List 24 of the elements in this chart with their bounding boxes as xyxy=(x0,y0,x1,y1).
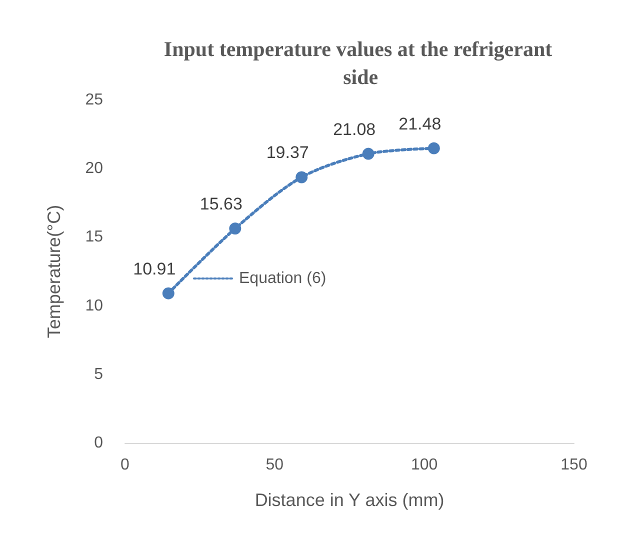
point xyxy=(296,171,308,184)
data-label: 15.63 xyxy=(200,194,242,214)
chart-title: Input temperature values at the refrigerant side xyxy=(164,37,552,89)
y-tick-label: 20 xyxy=(85,160,104,178)
point xyxy=(229,222,242,235)
data-label: 21.08 xyxy=(333,120,376,139)
y-tick-label: 5 xyxy=(94,366,104,383)
point xyxy=(428,142,440,154)
data-label: 21.48 xyxy=(398,114,442,134)
data-label: 10.91 xyxy=(133,259,176,278)
legend-label: Equation (6) xyxy=(239,270,326,287)
y-tick-label: 15 xyxy=(85,228,104,246)
data-label: 19.37 xyxy=(266,143,309,162)
x-tick-label: 150 xyxy=(560,456,588,474)
y-tick-label: 10 xyxy=(85,297,104,314)
y-tick-label: 0 xyxy=(94,434,104,452)
point xyxy=(362,148,374,160)
x-tick-label: 0 xyxy=(120,456,130,474)
x-axis-title: Distance in Y axis (mm) xyxy=(254,490,444,510)
y-axis-title: Temperature(°C) xyxy=(44,204,64,338)
x-tick-label: 50 xyxy=(266,456,284,474)
y-tick-label: 25 xyxy=(85,92,104,108)
point xyxy=(162,287,174,300)
x-tick-label: 100 xyxy=(410,456,438,474)
